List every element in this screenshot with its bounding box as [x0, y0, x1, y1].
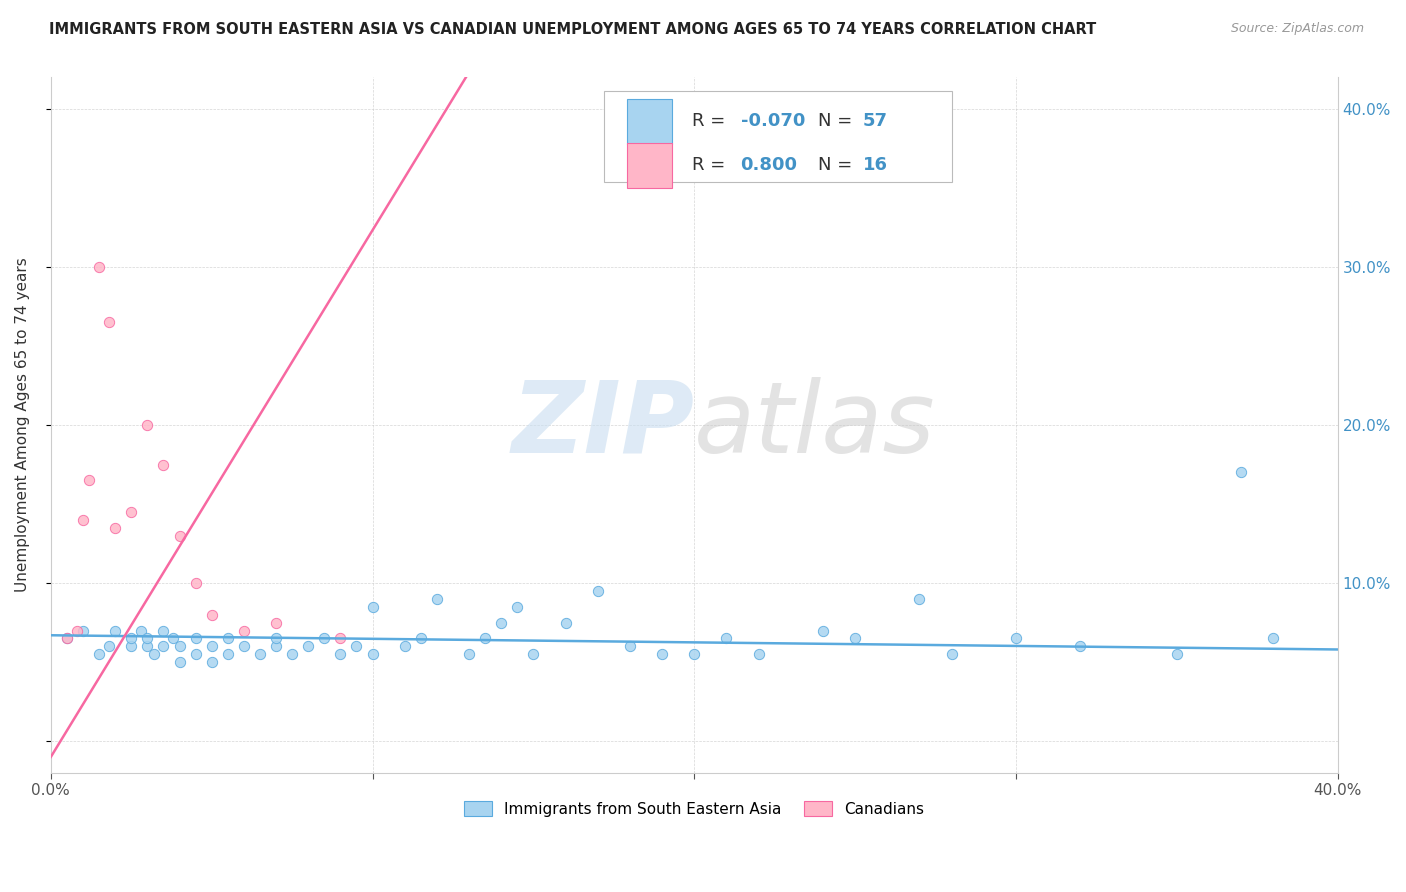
Point: [87, 260, 110, 274]
Point: [201, 640, 224, 654]
Text: N =: N =: [818, 156, 858, 175]
Point: [217, 647, 239, 661]
Point: [1166, 647, 1188, 661]
Point: [169, 529, 191, 543]
Point: [489, 615, 512, 630]
Point: [65, 624, 87, 638]
Text: atlas: atlas: [695, 376, 936, 474]
Point: [232, 624, 254, 638]
Point: [1263, 632, 1285, 646]
Point: [586, 584, 609, 599]
Point: [1230, 466, 1253, 480]
Point: [129, 624, 152, 638]
Point: [104, 624, 127, 638]
Point: [72, 513, 94, 527]
Point: [844, 632, 866, 646]
Point: [361, 599, 384, 614]
Text: R =: R =: [692, 112, 731, 130]
Point: [249, 647, 271, 661]
Point: [152, 640, 174, 654]
Point: [201, 655, 224, 669]
Point: [136, 632, 159, 646]
Point: [941, 647, 963, 661]
Point: [97, 315, 120, 329]
Point: [329, 647, 352, 661]
Point: [458, 647, 481, 661]
Point: [716, 632, 738, 646]
Point: [361, 647, 384, 661]
Point: [120, 505, 142, 519]
FancyBboxPatch shape: [627, 99, 672, 144]
Point: [1069, 640, 1091, 654]
Point: [169, 655, 191, 669]
Point: [426, 591, 449, 606]
Point: [394, 640, 416, 654]
Point: [264, 615, 287, 630]
Point: [201, 607, 224, 622]
Point: [554, 615, 576, 630]
Point: [811, 624, 834, 638]
Point: [522, 647, 544, 661]
Text: 0.800: 0.800: [741, 156, 797, 175]
Point: [651, 647, 673, 661]
Y-axis label: Unemployment Among Ages 65 to 74 years: Unemployment Among Ages 65 to 74 years: [15, 258, 30, 592]
Point: [329, 632, 352, 646]
Point: [184, 647, 207, 661]
Point: [162, 632, 184, 646]
Point: [136, 640, 159, 654]
Point: [264, 640, 287, 654]
Point: [506, 599, 529, 614]
Point: [184, 576, 207, 591]
Point: [908, 591, 931, 606]
Point: [314, 632, 336, 646]
Text: R =: R =: [692, 156, 737, 175]
FancyBboxPatch shape: [627, 143, 672, 188]
Point: [56, 632, 79, 646]
Point: [79, 474, 101, 488]
Point: [97, 640, 120, 654]
Point: [136, 418, 159, 433]
Legend: Immigrants from South Eastern Asia, Canadians: Immigrants from South Eastern Asia, Cana…: [457, 793, 932, 824]
Point: [184, 632, 207, 646]
FancyBboxPatch shape: [605, 91, 952, 182]
Point: [297, 640, 319, 654]
Point: [474, 632, 496, 646]
Point: [152, 624, 174, 638]
Point: [409, 632, 432, 646]
Point: [748, 647, 770, 661]
Point: [683, 647, 706, 661]
Point: [56, 632, 79, 646]
Text: 16: 16: [863, 156, 887, 175]
Text: 57: 57: [863, 112, 887, 130]
Point: [120, 640, 142, 654]
Text: ZIP: ZIP: [512, 376, 695, 474]
Point: [87, 647, 110, 661]
Text: Source: ZipAtlas.com: Source: ZipAtlas.com: [1230, 22, 1364, 36]
Point: [264, 632, 287, 646]
Point: [104, 521, 127, 535]
Point: [1005, 632, 1028, 646]
Point: [619, 640, 641, 654]
Text: -0.070: -0.070: [741, 112, 806, 130]
Point: [232, 640, 254, 654]
Point: [346, 640, 368, 654]
Point: [152, 458, 174, 472]
Point: [142, 647, 165, 661]
Text: N =: N =: [818, 112, 858, 130]
Point: [281, 647, 304, 661]
Point: [120, 632, 142, 646]
Point: [169, 640, 191, 654]
Point: [72, 624, 94, 638]
Point: [217, 632, 239, 646]
Text: IMMIGRANTS FROM SOUTH EASTERN ASIA VS CANADIAN UNEMPLOYMENT AMONG AGES 65 TO 74 : IMMIGRANTS FROM SOUTH EASTERN ASIA VS CA…: [49, 22, 1097, 37]
